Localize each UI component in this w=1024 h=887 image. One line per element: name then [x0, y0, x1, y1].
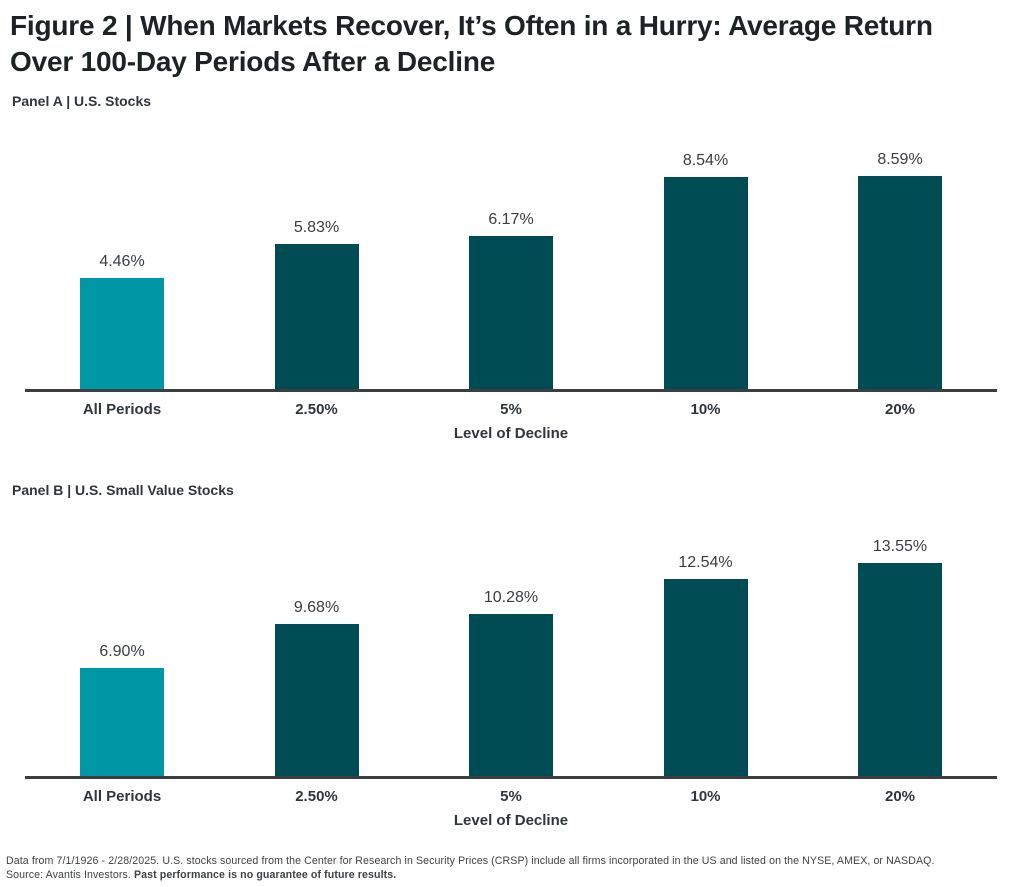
footnote-source: Source: Avantis Investors.	[6, 868, 134, 881]
bar-value-label: 8.54%	[682, 151, 729, 169]
x-tick: 20%	[884, 400, 916, 418]
x-tick: 5%	[500, 400, 522, 418]
x-tick: 10%	[690, 787, 721, 805]
bar-value-label: 9.68%	[293, 598, 340, 616]
bar-group: 6.17%	[414, 135, 608, 389]
bar-value-label: 13.55%	[872, 537, 928, 555]
bar-20pct	[858, 175, 942, 389]
bar-group: 9.68%	[220, 514, 414, 776]
panel-a-chart: 4.46% 5.83% 6.17% 8.54% 8.59% All Perio	[25, 135, 997, 442]
x-tick: 5%	[500, 787, 522, 805]
x-tick: All Periods	[82, 400, 162, 418]
bar-value-label: 6.17%	[488, 210, 534, 228]
panel-b-plot: 6.90% 9.68% 10.28% 12.54% 13.55%	[25, 514, 997, 776]
bar-group: 8.54%	[609, 135, 803, 389]
panel-b-label: Panel B | U.S. Small Value Stocks	[12, 481, 234, 498]
x-axis-ticks: All Periods 2.50% 5% 10% 20%	[25, 401, 997, 418]
bar-group: 6.90%	[25, 514, 219, 776]
bar-5pct	[469, 613, 553, 776]
bar-group: 8.59%	[803, 135, 997, 389]
bar-group: 10.28%	[414, 514, 608, 776]
bar-group: 4.46%	[25, 135, 219, 389]
bar-group: 12.54%	[609, 514, 803, 776]
bar-10pct	[663, 578, 748, 776]
bar-value-label: 6.90%	[99, 642, 145, 660]
x-axis-title: Level of Decline	[453, 811, 569, 829]
x-tick: 20%	[884, 787, 916, 805]
footnote: Data from 7/1/1926 - 2/28/2025. U.S. sto…	[6, 855, 1016, 883]
footnote-line-1: Data from 7/1/1926 - 2/28/2025. U.S. sto…	[6, 854, 935, 867]
panel-b-chart: 6.90% 9.68% 10.28% 12.54% 13.55% All Pe	[25, 514, 997, 829]
bar-value-label: 5.83%	[293, 218, 340, 236]
x-axis-ticks: All Periods 2.50% 5% 10% 20%	[25, 788, 997, 805]
panel-a-label: Panel A | U.S. Stocks	[12, 92, 152, 109]
x-tick: 2.50%	[295, 400, 338, 418]
panel-a-plot: 4.46% 5.83% 6.17% 8.54% 8.59%	[25, 135, 997, 389]
x-axis-title: Level of Decline	[453, 424, 569, 442]
x-tick: 2.50%	[295, 787, 338, 805]
bar-2.50pct	[274, 623, 359, 776]
bar-all-periods	[80, 667, 164, 776]
bar-group: 5.83%	[220, 135, 414, 389]
bar-value-label: 8.59%	[877, 150, 923, 168]
bar-value-label: 4.46%	[99, 252, 145, 270]
footnote-line-2: Source: Avantis Investors. Past performa…	[6, 869, 1016, 883]
bar-value-label: 10.28%	[483, 588, 539, 606]
figure-title: Figure 2 | When Markets Recover, It’s Of…	[10, 10, 933, 77]
bar-20pct	[858, 562, 942, 776]
bar-5pct	[469, 235, 553, 389]
x-tick: All Periods	[82, 787, 162, 805]
x-axis-line	[25, 775, 997, 779]
bar-2.50pct	[274, 243, 359, 389]
x-tick: 10%	[690, 400, 721, 418]
bar-10pct	[663, 176, 748, 389]
bar-group: 13.55%	[803, 514, 997, 776]
x-axis-line	[25, 388, 997, 392]
bar-value-label: 12.54%	[678, 553, 733, 571]
bar-all-periods	[80, 277, 164, 389]
footnote-disclaimer: Past performance is no guarantee of futu…	[133, 868, 397, 881]
